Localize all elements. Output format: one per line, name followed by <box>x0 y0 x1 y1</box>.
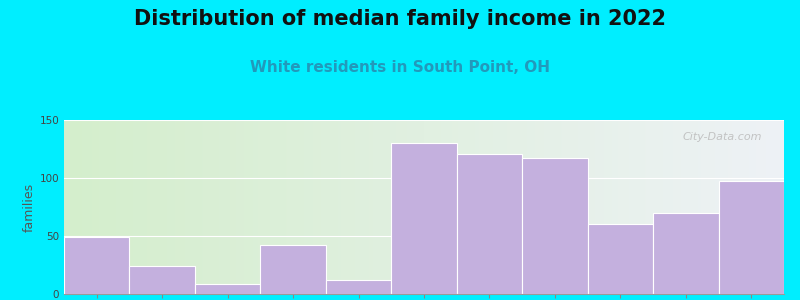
Bar <box>718 182 784 294</box>
Bar <box>588 224 653 294</box>
Bar <box>130 266 195 294</box>
Bar <box>260 245 326 294</box>
Text: City-Data.com: City-Data.com <box>683 132 762 142</box>
Bar <box>391 143 457 294</box>
Bar <box>522 158 588 294</box>
Text: White residents in South Point, OH: White residents in South Point, OH <box>250 60 550 75</box>
Bar <box>64 237 130 294</box>
Y-axis label: families: families <box>22 182 35 232</box>
Bar <box>195 284 260 294</box>
Bar <box>457 154 522 294</box>
Bar <box>653 213 718 294</box>
Bar <box>326 280 391 294</box>
Text: Distribution of median family income in 2022: Distribution of median family income in … <box>134 9 666 29</box>
